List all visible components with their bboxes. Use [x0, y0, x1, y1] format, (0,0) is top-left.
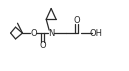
Text: OH: OH: [89, 29, 102, 38]
Text: N: N: [48, 29, 54, 38]
Text: O: O: [73, 16, 80, 25]
Text: O: O: [39, 41, 46, 50]
Text: O: O: [30, 29, 37, 38]
